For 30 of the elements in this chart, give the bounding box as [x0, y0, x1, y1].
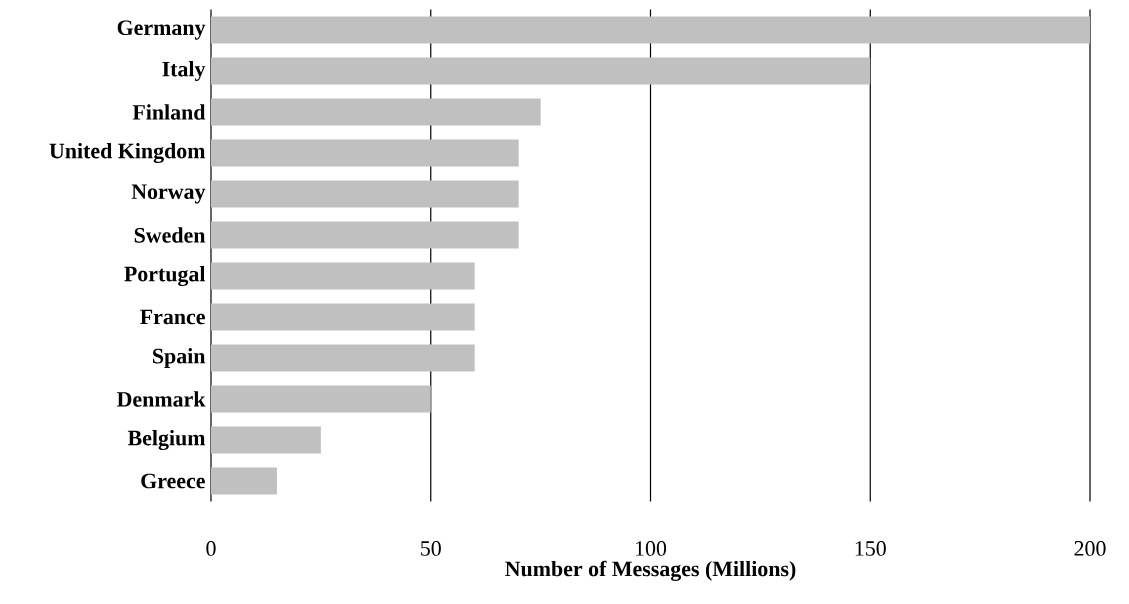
y-tick-label: Sweden	[134, 227, 206, 243]
bar	[211, 57, 871, 85]
y-tick-label: Germany	[117, 20, 206, 40]
bar	[211, 16, 1091, 44]
y-tick-label: Finland	[132, 104, 206, 120]
y-tick-label: United Kingdom	[49, 142, 206, 164]
y-tick-label: Belgium	[127, 429, 206, 451]
y-tick-label: Norway	[131, 184, 206, 204]
x-tick-label: 200	[1074, 541, 1106, 556]
bar	[211, 385, 431, 413]
bar	[211, 303, 475, 331]
y-tick-label: Greece	[141, 473, 205, 489]
bar	[211, 139, 519, 167]
y-tick-label: France	[140, 309, 205, 325]
x-tick-label: 0	[206, 541, 216, 556]
y-tick-label: Spain	[153, 348, 206, 368]
bar	[211, 262, 475, 290]
bar	[211, 221, 519, 249]
x-axis-title: Number of Messages (Millions)	[505, 560, 796, 581]
bar	[211, 98, 541, 126]
bar	[211, 426, 321, 454]
x-tick-label: 50	[421, 541, 441, 556]
y-tick-label: Italy	[162, 61, 206, 81]
x-tick-label: 150	[855, 541, 886, 556]
bar	[211, 467, 277, 495]
x-tick-label: 100	[635, 541, 667, 556]
bar	[211, 180, 519, 208]
y-tick-label: Denmark	[116, 391, 206, 407]
bar	[211, 344, 475, 372]
y-tick-label: Portugal	[124, 265, 206, 287]
